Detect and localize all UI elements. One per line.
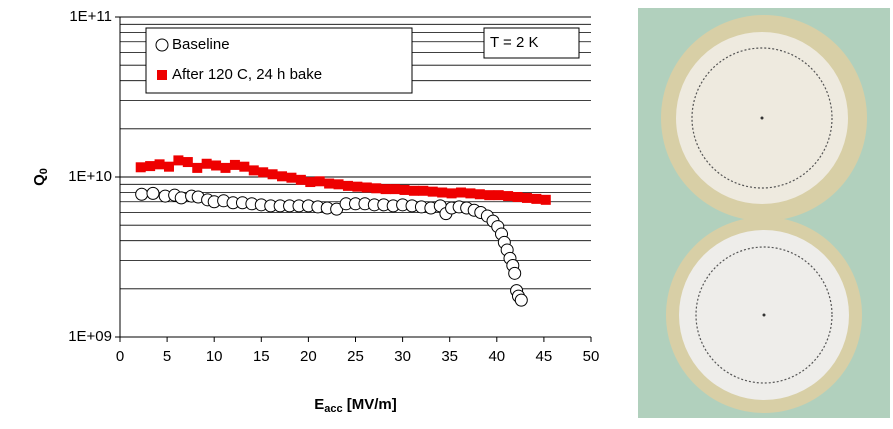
y-axis-label-main: Q [31, 174, 48, 186]
square-marker [230, 160, 240, 170]
square-marker [522, 193, 532, 203]
x-tick-label: 45 [536, 348, 553, 365]
circle-marker [147, 187, 159, 199]
square-marker [155, 159, 165, 169]
square-marker [164, 162, 174, 172]
square-marker [447, 188, 457, 198]
square-marker [362, 182, 372, 192]
square-marker [268, 169, 278, 179]
x-tick-label: 10 [206, 348, 223, 365]
page: 1E+111E+101E+0905101520253035404550Eacc … [0, 0, 893, 424]
x-axis-label-main: E [314, 396, 324, 413]
square-marker [192, 163, 202, 173]
square-marker [399, 185, 409, 195]
square-marker [277, 171, 287, 181]
square-marker [334, 179, 344, 189]
square-marker [503, 191, 513, 201]
square-marker [409, 186, 419, 196]
x-tick-label: 15 [253, 348, 270, 365]
square-marker [541, 195, 551, 205]
square-marker [494, 190, 504, 200]
square-marker [145, 161, 155, 171]
square-marker [484, 190, 494, 200]
x-axis-label-sub: acc [324, 403, 342, 415]
square-marker [352, 182, 362, 192]
square-marker [157, 70, 167, 80]
square-marker [315, 176, 325, 186]
square-marker [136, 162, 146, 172]
circle-marker [156, 39, 168, 51]
square-marker [371, 183, 381, 193]
square-marker [475, 189, 485, 199]
square-marker [221, 163, 231, 173]
square-marker [249, 165, 259, 175]
square-marker [437, 188, 447, 198]
y-tick-label: 1E+10 [68, 168, 112, 185]
square-marker [286, 173, 296, 183]
x-tick-label: 35 [441, 348, 458, 365]
square-marker [173, 155, 183, 165]
square-marker [324, 179, 334, 189]
circle-marker [136, 188, 148, 200]
square-marker [531, 194, 541, 204]
x-tick-label: 0 [116, 348, 124, 365]
square-marker [239, 162, 249, 172]
square-marker [465, 188, 475, 198]
square-marker [183, 157, 193, 167]
square-marker [456, 188, 466, 198]
legend-label: Baseline [172, 36, 230, 53]
x-tick-label: 20 [300, 348, 317, 365]
photo [638, 8, 890, 418]
x-tick-label: 25 [347, 348, 364, 365]
x-tick-label: 50 [583, 348, 600, 365]
square-marker [390, 184, 400, 194]
square-marker [258, 167, 268, 177]
x-tick-label: 40 [488, 348, 505, 365]
legend-label: After 120 C, 24 h bake [172, 66, 322, 83]
x-axis-label-rest: [MV/m] [343, 396, 397, 413]
annotation: T = 2 K [490, 34, 539, 51]
y-axis-label-sub: 0 [38, 168, 50, 174]
square-marker [211, 160, 221, 170]
square-marker [428, 187, 438, 197]
y-tick-label: 1E+11 [69, 8, 112, 25]
square-marker [343, 181, 353, 191]
circle-marker [515, 294, 527, 306]
square-marker [202, 159, 212, 169]
square-marker [381, 184, 391, 194]
y-tick-label: 1E+09 [68, 328, 112, 345]
square-marker [418, 186, 428, 196]
square-marker [296, 175, 306, 185]
x-tick-label: 5 [163, 348, 171, 365]
square-marker [513, 192, 523, 202]
square-marker [305, 177, 315, 187]
disc-bottom-center [763, 314, 766, 317]
disc-top-center [761, 117, 764, 120]
x-tick-label: 30 [394, 348, 411, 365]
circle-marker [509, 267, 521, 279]
